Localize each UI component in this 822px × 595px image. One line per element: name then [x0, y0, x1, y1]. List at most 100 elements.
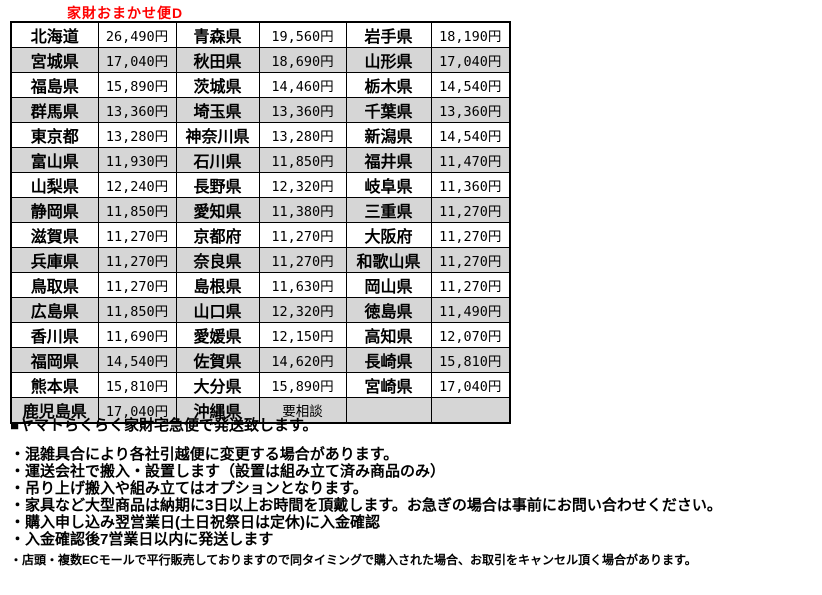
prefecture-cell: 山口県 [175, 297, 260, 323]
note-line: ・入金確認後7営業日以内に発送します [10, 531, 274, 548]
price-cell: 13,360円 [258, 97, 347, 123]
price-cell: 12,320円 [258, 297, 347, 323]
table-row: 福岡県 14,540円 佐賀県 14,620円 長崎県 15,810円 [10, 347, 511, 373]
service-title: 家財おまかせ便D [67, 5, 184, 21]
note-line: ・吊り上げ搬入や組み立てはオプションとなります。 [10, 480, 368, 497]
price-cell: 26,490円 [97, 21, 177, 48]
prefecture-cell: 富山県 [10, 147, 99, 173]
prefecture-cell: 山梨県 [10, 172, 99, 198]
prefecture-cell: 福岡県 [10, 347, 99, 373]
price-cell: 11,630円 [258, 272, 347, 298]
prefecture-cell: 長野県 [175, 172, 260, 198]
table-row: 静岡県 11,850円 愛知県 11,380円 三重県 11,270円 [10, 197, 511, 223]
shipping-fee-table: 北海道 26,490円 青森県 19,560円 岩手県 18,190円 宮城県 17,040円… [10, 21, 511, 424]
prefecture-cell: 静岡県 [10, 197, 99, 223]
prefecture-cell: 大阪府 [345, 222, 432, 248]
price-cell: 13,280円 [258, 122, 347, 148]
price-cell: 11,850円 [97, 197, 177, 223]
price-cell: 13,360円 [97, 97, 177, 123]
fee-table-body: 北海道 26,490円 青森県 19,560円 岩手県 18,190円 宮城県 17,040円… [10, 21, 511, 424]
table-row: 福島県 15,890円 茨城県 14,460円 栃木県 14,540円 [10, 72, 511, 98]
price-cell: 17,040円 [430, 47, 511, 73]
prefecture-cell: 群馬県 [10, 97, 99, 123]
price-cell: 15,810円 [97, 372, 177, 398]
prefecture-cell: 石川県 [175, 147, 260, 173]
table-row: 群馬県 13,360円 埼玉県 13,360円 千葉県 13,360円 [10, 97, 511, 123]
prefecture-cell: 北海道 [10, 21, 99, 48]
table-row: 広島県 11,850円 山口県 12,320円 徳島県 11,490円 [10, 297, 511, 323]
prefecture-cell: 熊本県 [10, 372, 99, 398]
prefecture-cell: 愛知県 [175, 197, 260, 223]
prefecture-cell: 新潟県 [345, 122, 432, 148]
prefecture-cell: 茨城県 [175, 72, 260, 98]
prefecture-cell: 島根県 [175, 272, 260, 298]
price-cell: 12,150円 [258, 322, 347, 348]
table-row: 鹿児島県 17,040円 沖縄県 要相談 [10, 397, 511, 424]
prefecture-cell: 青森県 [175, 21, 260, 48]
table-row: 山梨県 12,240円 長野県 12,320円 岐阜県 11,360円 [10, 172, 511, 198]
price-cell: 11,850円 [97, 297, 177, 323]
price-cell: 11,850円 [258, 147, 347, 173]
prefecture-cell: 和歌山県 [345, 247, 432, 273]
price-cell: 19,560円 [258, 21, 347, 48]
table-row: 熊本県 15,810円 大分県 15,890円 宮崎県 17,040円 [10, 372, 511, 398]
prefecture-cell: 岐阜県 [345, 172, 432, 198]
prefecture-cell: 栃木県 [345, 72, 432, 98]
prefecture-cell: 神奈川県 [175, 122, 260, 148]
prefecture-cell: 徳島県 [345, 297, 432, 323]
parallel-sales-footnote: ・店頭・複数ECモールで平行販売しておりますので同タイミングで購入された場合、お… [10, 553, 697, 567]
price-cell: 11,470円 [430, 147, 511, 173]
price-cell: 18,190円 [430, 21, 511, 48]
prefecture-cell: 岩手県 [345, 21, 432, 48]
price-cell: 11,490円 [430, 297, 511, 323]
notes-list: ・混雑具合により各社引越便に変更する場合があります。 ・運送会社で搬入・設置します… [10, 446, 722, 548]
prefecture-cell: 秋田県 [175, 47, 260, 73]
price-cell: 14,540円 [430, 72, 511, 98]
price-cell: 13,360円 [430, 97, 511, 123]
price-cell: 11,270円 [97, 272, 177, 298]
prefecture-cell: 福島県 [10, 72, 99, 98]
table-row: 兵庫県 11,270円 奈良県 11,270円 和歌山県 11,270円 [10, 247, 511, 273]
table-row: 宮城県 17,040円 秋田県 18,690円 山形県 17,040円 [10, 47, 511, 73]
prefecture-cell: 高知県 [345, 322, 432, 348]
price-cell: 18,690円 [258, 47, 347, 73]
note-line: ・購入申し込み翌営業日(土日祝祭日は定休)に入金確認 [10, 514, 380, 531]
prefecture-cell: 岡山県 [345, 272, 432, 298]
prefecture-cell: 奈良県 [175, 247, 260, 273]
price-cell: 11,690円 [97, 322, 177, 348]
prefecture-cell: 宮崎県 [345, 372, 432, 398]
note-line: ・混雑具合により各社引越便に変更する場合があります。 [10, 446, 399, 463]
price-cell: 14,460円 [258, 72, 347, 98]
prefecture-cell: 佐賀県 [175, 347, 260, 373]
price-cell: 17,040円 [430, 372, 511, 398]
price-cell: 15,810円 [430, 347, 511, 373]
price-cell: 11,270円 [430, 222, 511, 248]
price-cell: 11,270円 [97, 222, 177, 248]
note-line: ・運送会社で搬入・設置します（設置は組み立て済み商品のみ） [10, 463, 446, 480]
prefecture-cell: 東京都 [10, 122, 99, 148]
price-cell: 17,040円 [97, 47, 177, 73]
prefecture-cell: 埼玉県 [175, 97, 260, 123]
table-row: 滋賀県 11,270円 京都府 11,270円 大阪府 11,270円 [10, 222, 511, 248]
price-cell [430, 397, 511, 424]
price-cell: 11,360円 [430, 172, 511, 198]
price-cell: 14,620円 [258, 347, 347, 373]
price-cell: 11,930円 [97, 147, 177, 173]
prefecture-cell: 三重県 [345, 197, 432, 223]
price-cell: 11,270円 [258, 222, 347, 248]
price-cell: 15,890円 [97, 72, 177, 98]
prefecture-cell: 大分県 [175, 372, 260, 398]
table-row: 香川県 11,690円 愛媛県 12,150円 高知県 12,070円 [10, 322, 511, 348]
table-row: 東京都 13,280円 神奈川県 13,280円 新潟県 14,540円 [10, 122, 511, 148]
prefecture-cell: 滋賀県 [10, 222, 99, 248]
prefecture-cell: 兵庫県 [10, 247, 99, 273]
price-cell: 11,270円 [97, 247, 177, 273]
prefecture-cell: 宮城県 [10, 47, 99, 73]
price-cell: 12,320円 [258, 172, 347, 198]
price-cell: 11,270円 [430, 247, 511, 273]
price-cell: 12,240円 [97, 172, 177, 198]
table-row: 北海道 26,490円 青森県 19,560円 岩手県 18,190円 [10, 21, 511, 48]
prefecture-cell: 福井県 [345, 147, 432, 173]
table-row: 富山県 11,930円 石川県 11,850円 福井県 11,470円 [10, 147, 511, 173]
price-cell: 14,540円 [97, 347, 177, 373]
